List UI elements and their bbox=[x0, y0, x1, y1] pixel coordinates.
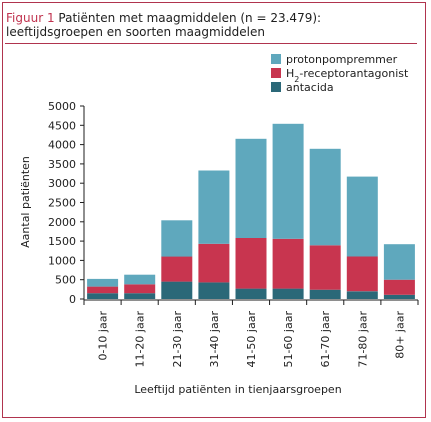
x-axis-title: Leeftijd patiënten in tienjaarsgroepen bbox=[134, 383, 341, 396]
bar-segment-protonpompremmer bbox=[87, 278, 119, 287]
bar-segment-antacida bbox=[124, 293, 156, 299]
bar-segment-h-receptorantagonist bbox=[124, 284, 156, 294]
x-tick-label: 0-10 jaar bbox=[97, 311, 110, 361]
x-tick-label: 41-50 jaar bbox=[245, 311, 258, 368]
figure-frame bbox=[2, 2, 426, 418]
figure-title-text: Patiënten met maagmiddelen (n = 23.479):… bbox=[6, 11, 322, 39]
y-tick-label: 500 bbox=[55, 274, 76, 287]
y-tick-label: 1500 bbox=[48, 235, 76, 248]
x-tick-label: 51-60 jaar bbox=[282, 311, 295, 368]
bar-segment-antacida bbox=[87, 293, 119, 299]
x-tick-label: 80+ jaar bbox=[393, 311, 406, 359]
bar-segment-protonpompremmer bbox=[161, 220, 193, 257]
bar-segment-h-receptorantagonist bbox=[198, 243, 230, 283]
bar-segment-protonpompremmer bbox=[309, 148, 341, 246]
bar-segment-antacida bbox=[161, 281, 193, 299]
y-axis: 0 500 1000 1500 2000 2500 3000 3500 4000 4500 5000 bbox=[48, 100, 85, 306]
bar-segment-antacida bbox=[309, 289, 341, 299]
y-tick-label: 5000 bbox=[48, 100, 76, 113]
x-axis: 0-10 jaar 11-20 jaar 21-30 jaar 31-40 jaar 4… bbox=[83, 299, 419, 368]
x-tick-label: 31-40 jaar bbox=[208, 311, 221, 368]
x-tick-label: 71-80 jaar bbox=[356, 311, 369, 368]
x-tick-label: 21-30 jaar bbox=[171, 311, 184, 368]
bar-segment-h-receptorantagonist bbox=[272, 238, 304, 289]
legend-swatch bbox=[271, 82, 281, 92]
bar-segment-protonpompremmer bbox=[346, 176, 378, 257]
x-tick-label: 11-20 jaar bbox=[134, 311, 147, 368]
bar-segment-protonpompremmer bbox=[124, 274, 156, 285]
bar-segment-h-receptorantagonist bbox=[309, 245, 341, 290]
legend-swatch bbox=[271, 54, 281, 64]
bar-segment-antacida bbox=[383, 294, 415, 299]
legend-label: H2-receptorantagonist bbox=[286, 67, 409, 84]
y-tick-label: 4000 bbox=[48, 139, 76, 152]
bar-segment-antacida bbox=[235, 288, 267, 299]
y-tick-label: 1000 bbox=[48, 254, 76, 267]
y-tick-label: 2000 bbox=[48, 216, 76, 229]
y-tick-label: 4500 bbox=[48, 119, 76, 132]
figure-title: Figuur 1 Patiënten met maagmiddelen (n =… bbox=[6, 11, 416, 39]
bar-segment-h-receptorantagonist bbox=[235, 238, 267, 289]
bar-segment-h-receptorantagonist bbox=[161, 256, 193, 282]
bar-segment-protonpompremmer bbox=[235, 138, 267, 238]
legend-label: protonpompremmer bbox=[286, 53, 398, 66]
bar-segment-h-receptorantagonist bbox=[87, 286, 119, 294]
y-tick-label: 3000 bbox=[48, 177, 76, 190]
bar-segment-h-receptorantagonist bbox=[383, 279, 415, 295]
bar-segment-protonpompremmer bbox=[198, 170, 230, 244]
x-tick-label: 61-70 jaar bbox=[319, 311, 332, 368]
legend-label: antacida bbox=[286, 81, 334, 94]
bar-segment-h-receptorantagonist bbox=[346, 256, 378, 292]
y-tick-label: 2500 bbox=[48, 197, 76, 210]
y-tick-label: 0 bbox=[69, 293, 76, 306]
legend: protonpompremmerH2-receptorantagonistant… bbox=[271, 53, 409, 94]
title-divider bbox=[5, 43, 417, 44]
y-tick-label: 3500 bbox=[48, 158, 76, 171]
y-axis-title: Aantal patiënten bbox=[19, 156, 32, 248]
legend-swatch bbox=[271, 68, 281, 78]
bar-segment-antacida bbox=[272, 288, 304, 299]
bar-segment-protonpompremmer bbox=[272, 123, 304, 239]
plot-area bbox=[87, 123, 415, 299]
bar-segment-protonpompremmer bbox=[383, 244, 415, 280]
figure-label: Figuur 1 bbox=[6, 11, 55, 25]
bar-segment-antacida bbox=[198, 282, 230, 299]
bar-segment-antacida bbox=[346, 291, 378, 299]
